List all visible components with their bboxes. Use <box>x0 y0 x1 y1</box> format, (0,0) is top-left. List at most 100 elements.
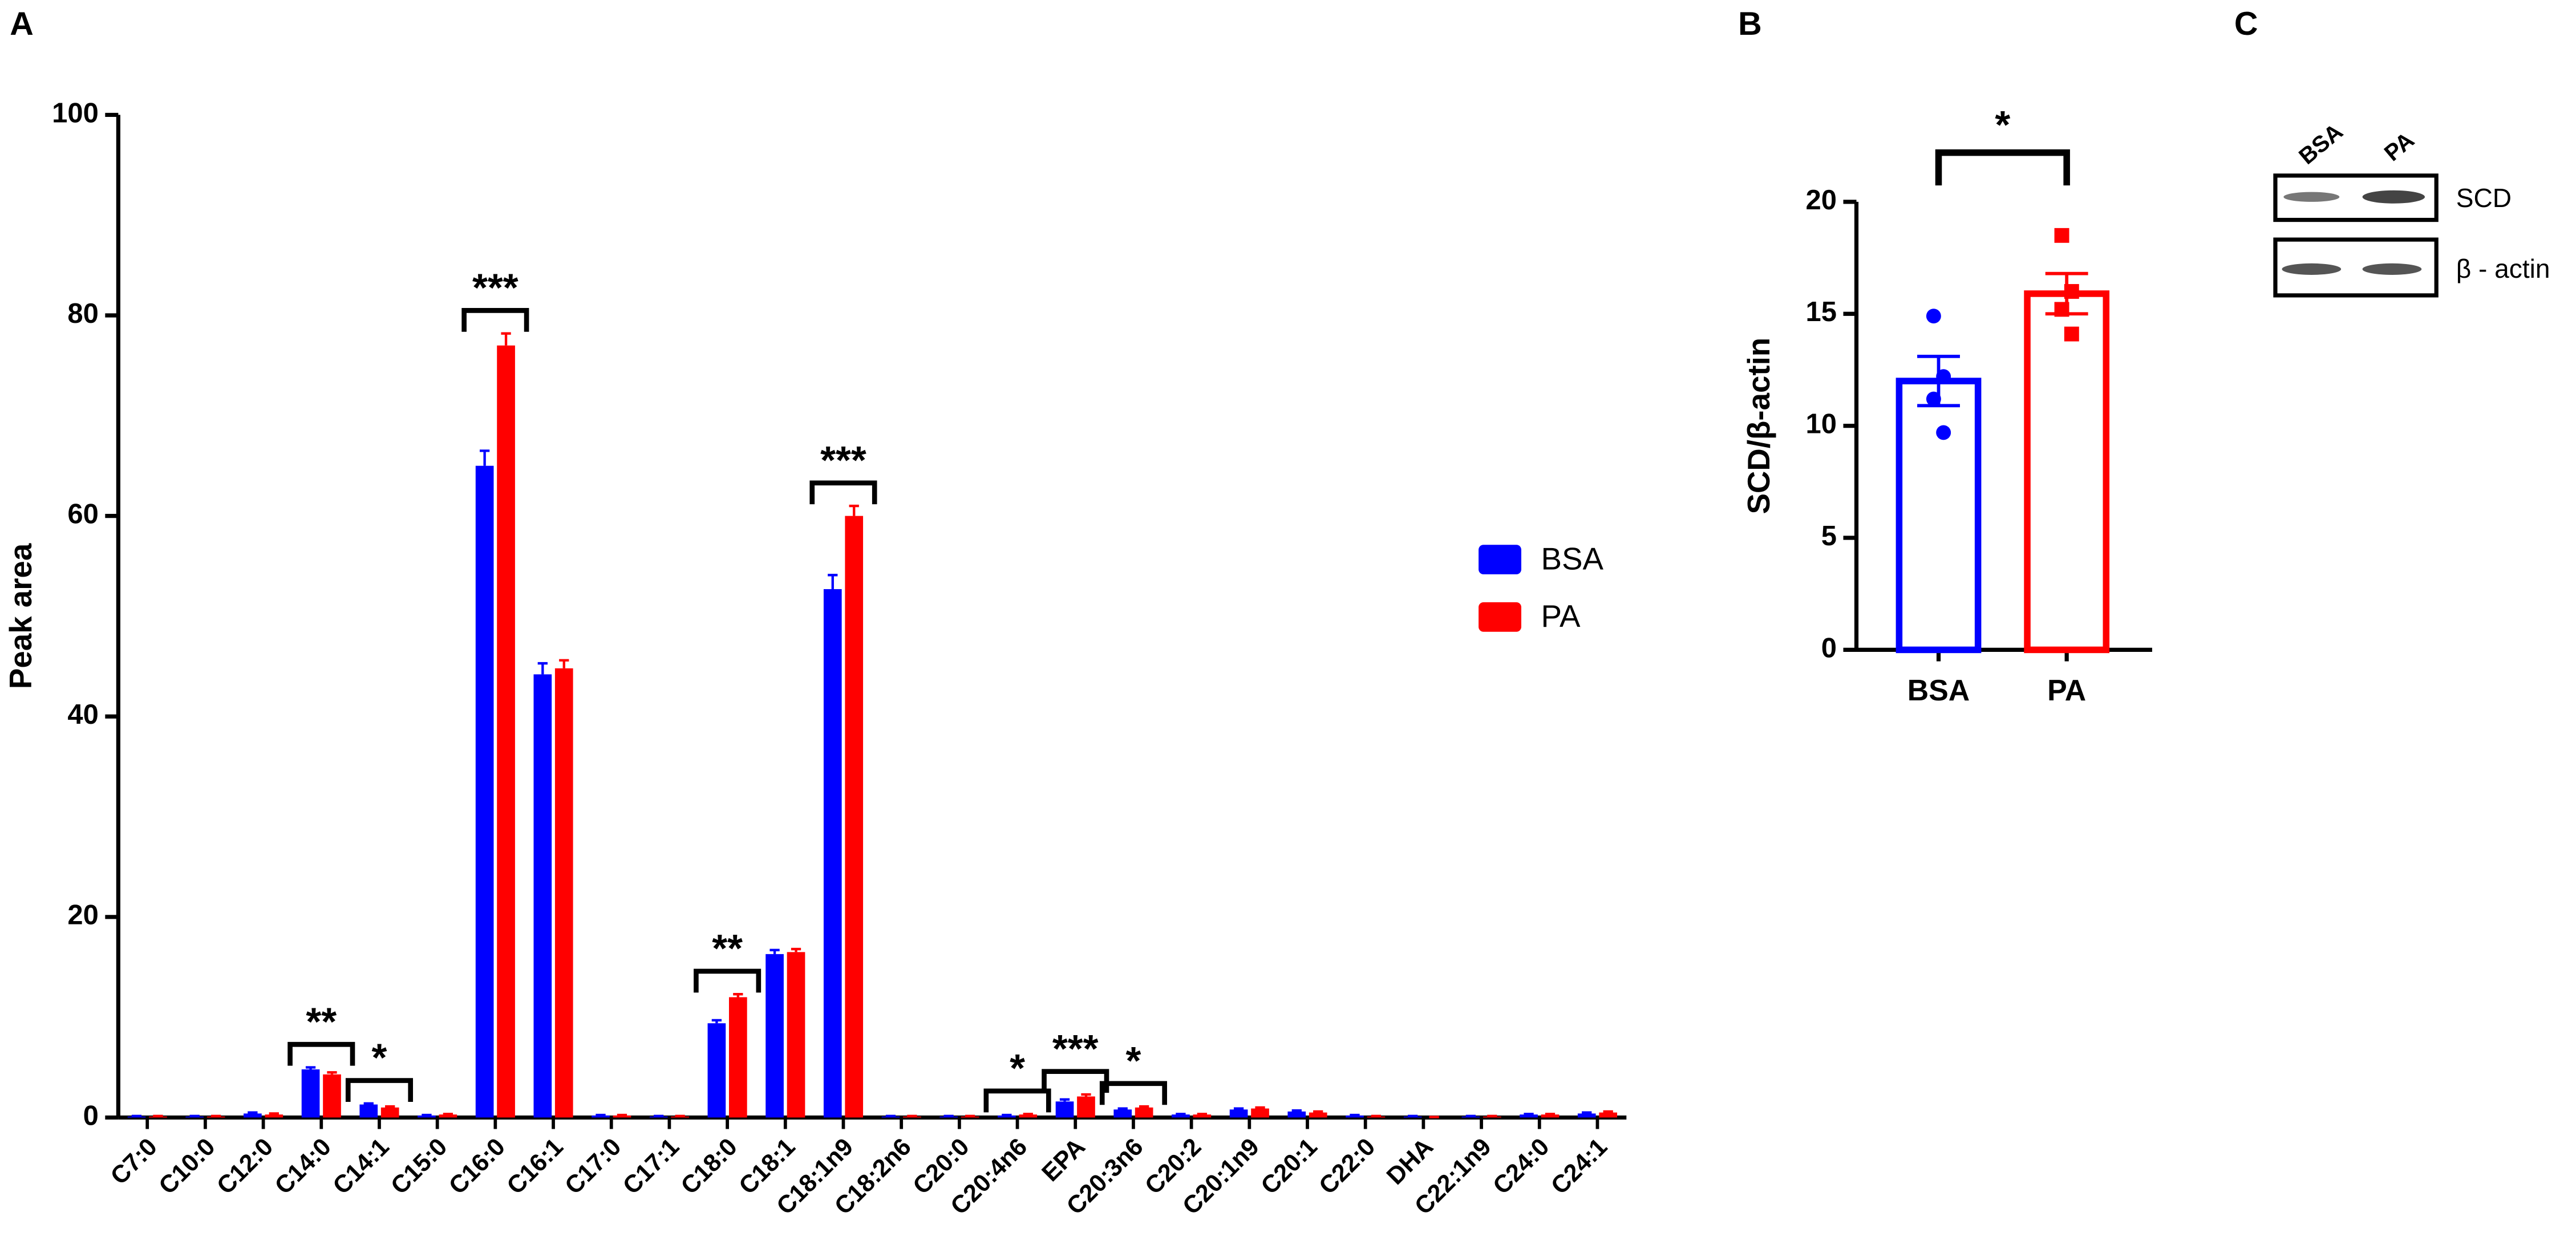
bar <box>1077 1096 1095 1118</box>
bar <box>1055 1101 1074 1118</box>
x-tick-label: C14:1 <box>327 1133 394 1200</box>
bar <box>244 1113 262 1118</box>
x-tick-label: C17:1 <box>618 1133 684 1200</box>
y-tick-label: 100 <box>52 98 99 128</box>
y-tick-label: 15 <box>1806 297 1837 327</box>
x-tick-label: C24:1 <box>1546 1133 1613 1200</box>
significance-bracket <box>1935 149 2070 186</box>
data-point <box>2054 302 2069 317</box>
significance-label: *** <box>472 265 519 310</box>
panel-label: B <box>1738 6 1762 42</box>
bar <box>1135 1107 1153 1118</box>
significance-label: ** <box>306 999 337 1044</box>
significance-bracket <box>1042 1069 1109 1093</box>
bar <box>728 997 747 1118</box>
significance-bracket <box>694 968 762 993</box>
data-point <box>1926 309 1941 324</box>
bar <box>1541 1114 1560 1118</box>
bar <box>1172 1114 1190 1118</box>
bar <box>997 1115 1016 1118</box>
bar <box>1019 1114 1038 1118</box>
y-tick-label: 0 <box>1821 632 1837 663</box>
y-tick-label: 80 <box>67 298 98 329</box>
y-tick-label: 5 <box>1821 521 1837 552</box>
bar <box>1287 1111 1306 1118</box>
x-tick-label: C18:0 <box>676 1133 743 1200</box>
x-tick-label: C16:0 <box>444 1133 511 1200</box>
significance-label: * <box>1010 1046 1025 1090</box>
panel-label: C <box>2234 6 2258 42</box>
bar <box>265 1114 283 1118</box>
blot-band <box>2362 263 2422 275</box>
significance-bracket <box>983 1088 1051 1113</box>
x-tick-label: C17:0 <box>560 1133 626 1200</box>
significance-bracket <box>1099 1081 1167 1105</box>
y-axis-label: SCD/β-actin <box>1741 338 1776 514</box>
data-point <box>2064 326 2079 342</box>
bar <box>1229 1109 1248 1118</box>
bar <box>1599 1112 1618 1118</box>
bar <box>439 1114 457 1118</box>
y-tick-label: 20 <box>67 900 98 931</box>
lane-label: BSA <box>2294 119 2348 169</box>
significance-bracket <box>461 308 529 332</box>
bar <box>845 516 864 1118</box>
bar <box>1193 1114 1212 1118</box>
western-blot: BSA PA SCD β - actin <box>2273 119 2550 298</box>
bar <box>323 1074 341 1118</box>
bar <box>1251 1108 1269 1118</box>
significance-label: * <box>1995 103 2010 147</box>
bar <box>475 465 494 1118</box>
bar <box>1346 1115 1364 1118</box>
bar <box>359 1104 378 1118</box>
panel-label: A <box>10 6 34 42</box>
x-tick-label: C7:0 <box>106 1133 163 1190</box>
data-point <box>1936 369 1951 384</box>
y-tick-label: 0 <box>83 1100 99 1131</box>
y-tick-label: 40 <box>67 699 98 730</box>
bar <box>592 1115 610 1118</box>
data-point <box>2064 284 2079 299</box>
legend-label: PA <box>1541 598 1581 634</box>
x-tick-label: C20:1 <box>1256 1133 1323 1200</box>
data-point <box>1926 391 1941 407</box>
data-point <box>2054 228 2069 243</box>
x-tick-label: C24:0 <box>1488 1133 1554 1200</box>
bar <box>1309 1112 1327 1118</box>
significance-label: ** <box>712 926 743 971</box>
bar <box>2024 290 2110 654</box>
bar <box>533 674 552 1118</box>
significance-label: * <box>1125 1039 1141 1083</box>
bar <box>1577 1113 1596 1118</box>
lane-label: PA <box>2379 127 2419 167</box>
legend-swatch <box>1479 545 1521 575</box>
x-tick-label: C12:0 <box>212 1133 278 1200</box>
x-tick-label: C16:1 <box>502 1133 569 1200</box>
bar <box>787 952 805 1118</box>
band-label: β - actin <box>2456 254 2550 283</box>
significance-bracket <box>809 480 877 505</box>
y-axis-label: Peak area <box>3 543 38 689</box>
blot-band <box>2362 190 2425 204</box>
bar <box>1520 1114 1538 1118</box>
significance-bracket <box>345 1078 414 1102</box>
bar <box>707 1023 726 1118</box>
bar <box>418 1115 436 1118</box>
y-tick-label: 20 <box>1806 185 1837 216</box>
band-label: SCD <box>2456 183 2512 213</box>
bar <box>380 1107 399 1118</box>
significance-label: * <box>372 1035 387 1080</box>
significance-label: *** <box>1052 1026 1099 1071</box>
bar <box>1895 378 1982 654</box>
y-tick-label: 60 <box>67 499 98 530</box>
bar <box>613 1115 631 1118</box>
blot-band <box>2283 192 2340 202</box>
bar <box>554 668 573 1118</box>
x-tick-label: PA <box>2047 674 2086 707</box>
bar <box>765 954 784 1118</box>
significance-label: *** <box>820 438 866 482</box>
legend-swatch <box>1479 602 1521 632</box>
data-point <box>1936 425 1951 440</box>
